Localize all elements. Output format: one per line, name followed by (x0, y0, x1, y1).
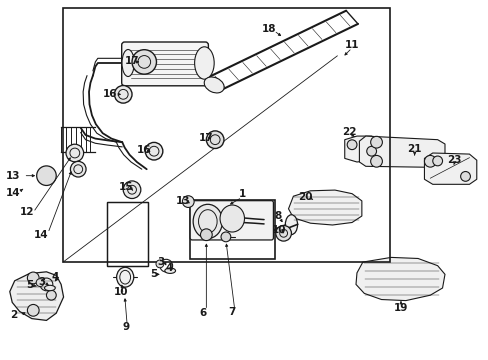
Circle shape (70, 161, 86, 177)
Circle shape (200, 229, 212, 240)
Text: 6: 6 (199, 308, 206, 318)
Circle shape (132, 50, 156, 74)
Text: 10: 10 (271, 225, 285, 235)
Text: 16: 16 (102, 89, 117, 99)
Text: 17: 17 (199, 132, 213, 143)
Text: 1: 1 (238, 189, 245, 199)
Circle shape (27, 272, 39, 284)
Circle shape (346, 140, 356, 150)
Ellipse shape (117, 267, 134, 287)
Ellipse shape (285, 215, 297, 235)
Text: 3: 3 (38, 276, 45, 287)
Circle shape (370, 136, 382, 148)
Text: 5: 5 (26, 280, 33, 291)
Circle shape (145, 143, 163, 160)
Text: 18: 18 (261, 24, 276, 34)
PathPatch shape (424, 153, 476, 184)
Ellipse shape (164, 268, 175, 274)
Text: 2: 2 (10, 310, 17, 320)
Circle shape (27, 305, 39, 316)
FancyBboxPatch shape (190, 201, 273, 240)
Text: 3: 3 (158, 257, 164, 267)
Text: 9: 9 (122, 322, 129, 332)
Text: 16: 16 (137, 145, 151, 156)
Circle shape (432, 156, 442, 166)
Text: 7: 7 (228, 307, 236, 318)
FancyBboxPatch shape (122, 42, 208, 86)
PathPatch shape (344, 136, 378, 162)
Circle shape (123, 181, 141, 198)
Text: 23: 23 (447, 155, 461, 165)
Text: 12: 12 (20, 207, 34, 217)
Text: 19: 19 (393, 303, 407, 313)
Bar (189, 200, 275, 259)
Text: 4: 4 (51, 272, 59, 282)
PathPatch shape (288, 190, 361, 225)
Text: 13: 13 (6, 171, 20, 181)
Text: 13: 13 (176, 196, 190, 206)
Text: 5: 5 (150, 269, 157, 279)
Ellipse shape (220, 205, 244, 232)
Circle shape (370, 156, 382, 167)
Bar (106, 202, 148, 266)
Circle shape (37, 166, 56, 185)
Circle shape (206, 131, 224, 148)
Ellipse shape (194, 47, 214, 79)
Text: 21: 21 (407, 144, 421, 154)
Ellipse shape (44, 285, 55, 291)
Circle shape (114, 86, 132, 103)
Ellipse shape (193, 204, 222, 238)
PathPatch shape (359, 136, 444, 167)
Circle shape (460, 171, 469, 181)
Ellipse shape (122, 49, 134, 77)
Circle shape (221, 232, 230, 242)
Text: 20: 20 (298, 192, 312, 202)
Circle shape (156, 260, 163, 268)
Text: 14: 14 (6, 188, 20, 198)
Circle shape (366, 146, 376, 156)
Ellipse shape (204, 77, 224, 93)
Circle shape (275, 225, 291, 241)
Text: 17: 17 (124, 56, 139, 66)
Circle shape (46, 290, 56, 300)
Text: 10: 10 (114, 287, 128, 297)
Text: 4: 4 (164, 263, 172, 273)
Circle shape (182, 196, 194, 207)
Text: 11: 11 (344, 40, 359, 50)
Bar (106, 202, 148, 266)
Circle shape (36, 279, 44, 287)
Text: 14: 14 (34, 230, 49, 240)
Text: 8: 8 (274, 211, 281, 221)
PathPatch shape (10, 272, 63, 320)
Circle shape (66, 144, 83, 162)
Text: 22: 22 (342, 127, 356, 138)
PathPatch shape (355, 257, 444, 301)
Circle shape (424, 156, 435, 167)
Text: 15: 15 (119, 182, 133, 192)
Bar (63, 8, 389, 262)
